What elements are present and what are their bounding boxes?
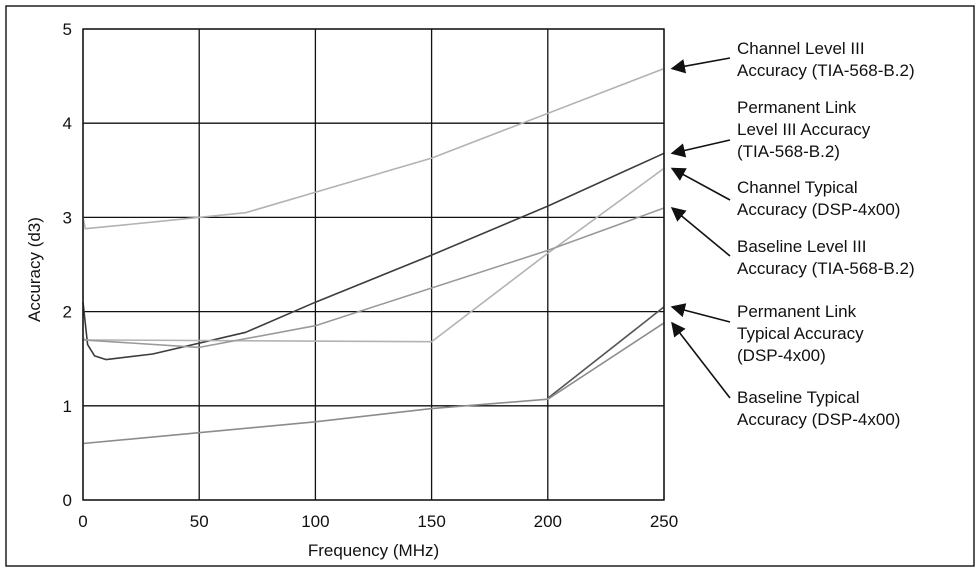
y-tick-label: 0 [63,491,72,510]
plot-area [82,28,665,501]
series-annotation-label: Permanent Link Level III Accuracy (TIA-568… [737,98,871,161]
series-annotations: Channel Level III Accuracy (TIA-568-B.2) P… [670,39,915,429]
x-tick-label: 100 [301,512,329,531]
x-tick-label: 0 [78,512,87,531]
y-axis-label: Accuracy (d3) [25,217,44,322]
x-tick-label: 250 [650,512,678,531]
annotation-arrow [670,167,731,201]
annotation-arrow [670,303,731,323]
annotation-arrow [671,321,731,399]
series-lines [82,67,665,445]
y-tick-label: 1 [63,397,72,416]
y-tick-label: 5 [63,20,72,39]
series-line [82,207,665,349]
annotation-arrow [670,207,731,257]
y-tick-label: 2 [63,303,72,322]
figure-border [5,5,975,567]
x-tick-label: 200 [534,512,562,531]
series-line [547,306,665,399]
y-tick-label: 3 [63,208,72,227]
annotation-arrow [670,139,731,158]
series-line [82,67,665,230]
x-tick-label: 150 [417,512,445,531]
y-tick-label: 4 [63,114,72,133]
series-line [82,322,665,445]
annotation-arrow [670,57,731,74]
series-annotation-label: Channel Level III Accuracy (TIA-568-B.2) [737,39,915,80]
series-annotation-label: Channel Typical Accuracy (DSP-4x00) [737,178,900,219]
series-annotation-label: Baseline Typical Accuracy (DSP-4x00) [737,388,900,429]
series-annotation-label: Baseline Level III Accuracy (TIA-568-B.2) [737,237,915,278]
series-line [82,152,665,361]
axis-ticks: 0 50 100 150 200 250 0 1 2 3 4 5 [63,20,679,531]
x-tick-label: 50 [190,512,209,531]
series-annotation-label: Permanent Link Typical Accuracy (DSP-4x00) [737,302,864,365]
x-axis-label: Frequency (MHz) [308,541,439,560]
